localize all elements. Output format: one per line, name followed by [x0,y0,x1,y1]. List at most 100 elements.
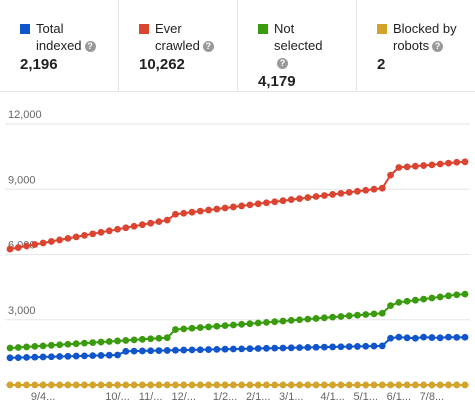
data-point [14,244,22,251]
card-label-text: Ever crawled [155,21,200,53]
data-point [263,318,270,326]
data-point [14,381,22,389]
data-point [436,293,444,301]
data-point [453,381,461,389]
data-point [378,184,386,192]
data-point [81,231,88,239]
x-tick-label: 10/... [105,391,129,403]
help-icon[interactable]: ? [277,58,288,69]
help-icon[interactable]: ? [202,41,214,52]
data-point [114,351,121,359]
x-tick-label: 2/1... [246,391,270,403]
data-point [163,347,171,354]
data-point [122,381,130,389]
card-label: Blocked by robots? [393,20,473,54]
data-point [345,343,353,350]
data-point [428,294,436,302]
data-point [411,296,419,304]
data-point [97,228,105,236]
card-label-text: Total indexed [36,21,82,53]
data-point [271,344,279,352]
data-point [254,345,262,352]
data-point [378,342,386,350]
data-point [279,344,287,352]
data-point [147,381,155,389]
summary-cards: Total indexed? 2,196 Ever crawled? 10,262 No… [0,0,475,92]
data-point [354,381,361,389]
data-point [296,381,303,389]
data-point [221,322,229,330]
data-point [354,187,361,195]
data-point [56,381,64,389]
help-icon[interactable]: ? [84,41,96,52]
data-point [271,381,279,389]
x-tick-label: 4/1... [320,391,344,403]
data-point [163,216,171,224]
data-point [47,238,55,245]
data-point [403,334,411,342]
data-point [14,354,22,361]
data-point [287,317,295,324]
data-point [81,352,88,360]
y-tick-label: 12,000 [8,109,42,121]
summary-card[interactable]: Total indexed? 2,196 [0,0,119,91]
data-point [81,339,88,347]
data-point [238,202,246,210]
data-point [23,381,30,389]
data-point [461,158,469,166]
data-point [329,191,337,198]
data-point [387,302,394,310]
data-point [370,310,378,318]
data-point [238,320,246,328]
data-point [345,312,353,320]
summary-card[interactable]: Not selected? 4,179 [238,0,357,91]
data-point [378,381,386,389]
data-point [403,381,411,389]
data-point [72,233,80,241]
data-point [271,318,279,326]
data-point [155,347,163,354]
data-point [254,319,262,327]
data-point [196,346,204,354]
data-point [420,381,428,389]
data-point [180,325,188,333]
help-icon[interactable]: ? [432,41,444,52]
data-point [6,381,14,389]
data-point [39,342,47,350]
data-point [387,334,394,342]
color-swatch [258,24,268,34]
data-point [14,344,22,351]
data-point [420,333,428,341]
data-point [246,320,254,328]
data-point [362,311,370,318]
data-point [229,203,237,211]
data-point [155,218,163,226]
summary-card[interactable]: Blocked by robots? 2 [357,0,475,91]
data-point [23,353,30,361]
data-point [287,196,295,204]
data-point [436,160,444,168]
data-point [329,343,337,351]
data-point [31,381,39,389]
summary-card[interactable]: Ever crawled? 10,262 [119,0,238,91]
data-point [362,381,370,389]
data-point [97,338,105,346]
data-point [196,207,204,215]
data-point [114,381,121,389]
data-point [147,335,155,343]
data-point [263,381,270,389]
data-point [31,241,39,248]
data-point [337,189,345,197]
data-point [97,381,105,389]
card-value: 2 [377,56,386,73]
data-point [428,334,436,341]
data-point [395,381,403,389]
card-label: Ever crawled? [155,20,215,54]
color-swatch [139,24,149,34]
data-point [105,351,113,359]
x-tick-label: 1/2... [213,391,237,403]
data-point [97,352,105,359]
data-point [445,159,452,167]
data-point [411,162,419,170]
data-point [64,352,72,360]
